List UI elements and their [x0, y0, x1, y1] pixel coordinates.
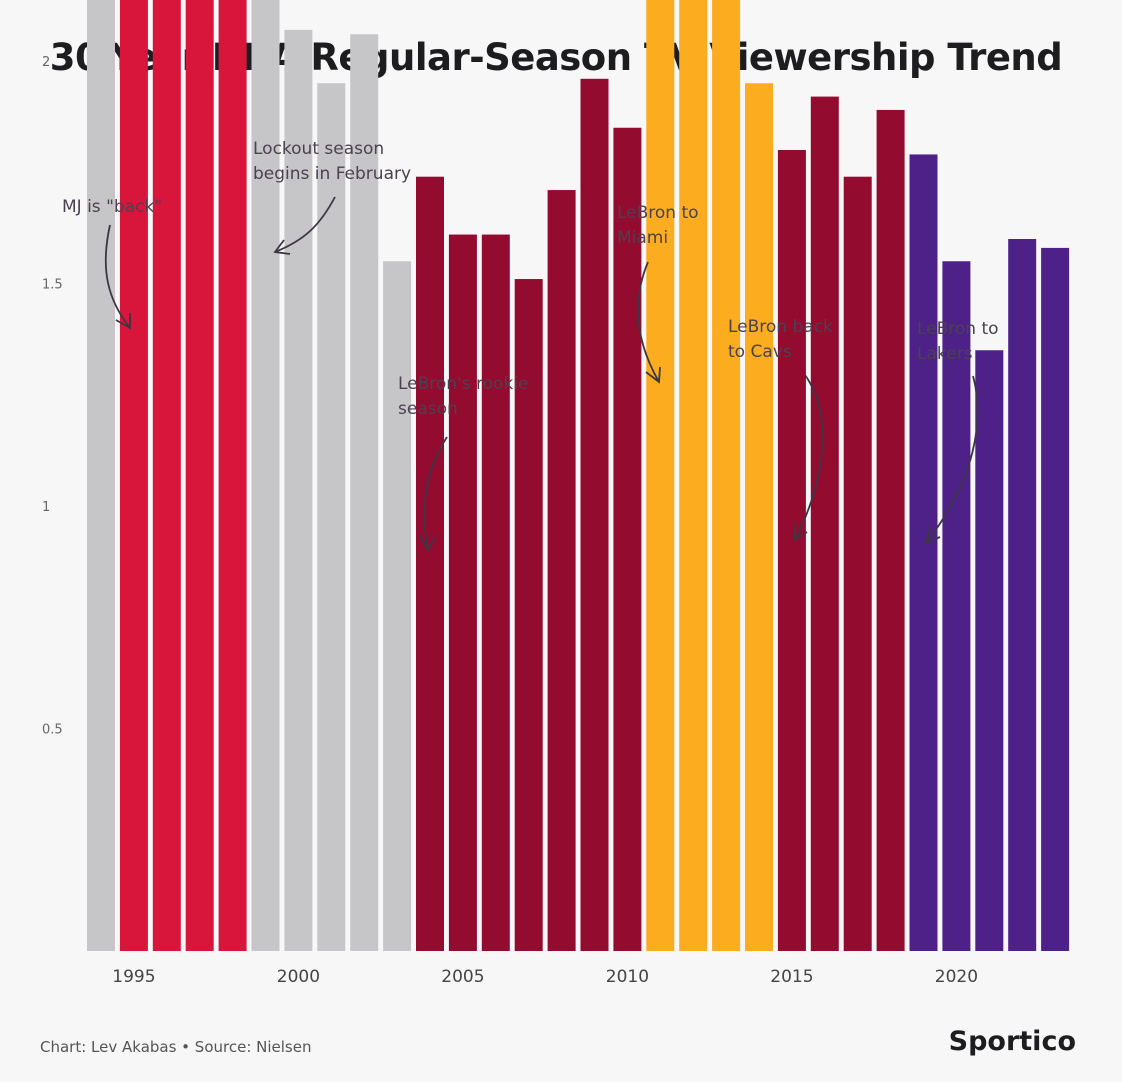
- bar-2021: [975, 350, 1004, 951]
- chart-title: 30-Year NBA Regular-Season TV Viewership…: [49, 36, 1063, 79]
- y-tick-label: 1: [42, 500, 50, 515]
- bar-2011: [646, 0, 675, 951]
- bar-2020: [942, 261, 971, 951]
- bar-2022: [1008, 239, 1037, 951]
- annotation-arrowhead: [419, 535, 436, 552]
- bar-1997: [185, 0, 214, 952]
- bar-1994: [87, 0, 115, 951]
- bar-2003: [383, 261, 412, 951]
- bar-1999: [251, 0, 280, 951]
- annotation-text: to Cavs: [728, 342, 792, 362]
- annotation-text: MJ is "back": [62, 197, 162, 217]
- annotation-text: Lockout season: [253, 139, 384, 159]
- bar-1996: [152, 0, 181, 951]
- annotation-text: Lakers: [917, 344, 973, 364]
- annotation-text: season: [398, 399, 458, 419]
- bar-2012: [679, 0, 708, 952]
- annotation-arrow: [423, 436, 448, 551]
- y-tick-label: 0.5: [42, 723, 63, 738]
- bar-2016: [810, 96, 839, 952]
- bar-2006: [481, 234, 510, 952]
- annotation-text: begins in February: [253, 164, 411, 184]
- annotation-arrow: [104, 224, 131, 329]
- x-tick-label: 2010: [606, 967, 649, 987]
- annotation-arrow: [925, 375, 979, 544]
- annotation-arrowhead: [794, 524, 808, 542]
- bar-2023: [1041, 247, 1070, 951]
- chart-credit: Chart: Lev Akabas • Source: Nielsen: [40, 1038, 312, 1056]
- annotation-arrowhead: [115, 313, 131, 330]
- bar-2009: [580, 78, 609, 952]
- bar-2005: [448, 234, 477, 952]
- annotation-text: LeBron back: [728, 317, 833, 337]
- bar-2004: [416, 176, 444, 951]
- bar-1995: [119, 0, 148, 952]
- x-tick-label: 2015: [770, 967, 813, 987]
- bar-1998: [218, 0, 247, 951]
- brand-logo: Sportico: [948, 1026, 1076, 1057]
- bar-2019: [909, 154, 938, 951]
- y-tick-label: 1.5: [42, 278, 63, 293]
- annotation-arrowhead: [924, 526, 941, 545]
- x-tick-label: 2005: [441, 967, 484, 987]
- bar-2013: [712, 0, 741, 952]
- annotation-arrow: [637, 261, 660, 383]
- annotation-text: LeBron to: [917, 319, 999, 339]
- annotation-arrowhead: [645, 366, 661, 384]
- bar-2002: [350, 34, 379, 952]
- bar-2015: [777, 150, 806, 951]
- y-tick-label: 2: [42, 55, 50, 70]
- annotation-arrow: [274, 196, 336, 253]
- annotation-text: LeBron's rookie: [398, 374, 528, 394]
- annotation-arrow: [794, 374, 824, 541]
- bar-2000: [284, 29, 313, 952]
- annotation-arrowhead: [273, 239, 291, 255]
- bar-2008: [547, 190, 576, 952]
- annotation-text: Miami: [617, 228, 668, 248]
- bar-2017: [843, 176, 872, 951]
- bar-2014: [745, 83, 773, 951]
- bar-2018: [876, 109, 905, 951]
- bar-2010: [613, 127, 642, 951]
- x-tick-label: 2000: [277, 967, 320, 987]
- bar-2001: [317, 83, 346, 951]
- bar-2007: [514, 279, 543, 951]
- annotation-text: LeBron to: [617, 203, 699, 223]
- x-tick-label: 1995: [112, 967, 155, 987]
- x-tick-label: 2020: [935, 967, 978, 987]
